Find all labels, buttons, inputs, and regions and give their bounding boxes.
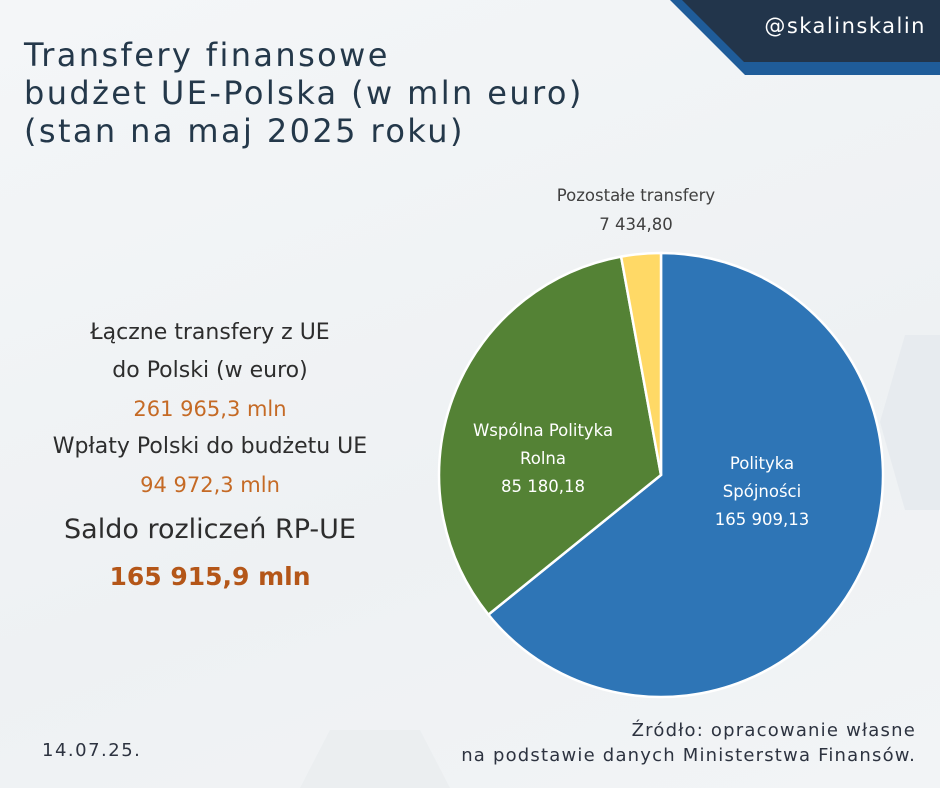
slice-wspolna-polityka-rolna-label: Wspólna Polityka Rolna 85 180,18 bbox=[473, 421, 613, 496]
slice-pozostale-transfery-label: Pozostałe transfery 7 434,80 bbox=[557, 186, 716, 234]
balance-value: 165 915,9 mln bbox=[109, 562, 311, 591]
source-line-2: na podstawie danych Ministerstwa Finansó… bbox=[461, 745, 916, 766]
title-line-2: budżet UE-Polska (w mln euro) bbox=[24, 74, 584, 112]
slice-name-label: Spójności bbox=[723, 482, 801, 501]
slice-name-label: Pozostałe transfery bbox=[557, 186, 716, 205]
slice-value-label: 7 434,80 bbox=[599, 215, 672, 234]
balance-label: Saldo rozliczeń RP-UE bbox=[64, 514, 356, 545]
title-line-1: Transfery finansowe bbox=[24, 36, 390, 74]
source-line-1: Źródło: opracowanie własne bbox=[631, 720, 916, 741]
source-note: Źródło: opracowanie własne na podstawie … bbox=[461, 718, 916, 768]
transfers-label-line-1: Łączne transfery z UE bbox=[90, 320, 330, 345]
corner-banner bbox=[670, 0, 940, 75]
slice-name-label: Wspólna Polityka bbox=[473, 421, 613, 440]
summary-panel: Łączne transfery z UE do Polski (w euro)… bbox=[18, 314, 402, 600]
transfers-label-line-2: do Polski (w euro) bbox=[112, 358, 308, 383]
slice-value-label: 85 180,18 bbox=[501, 477, 585, 496]
slice-wspolna-polityka-rolna bbox=[437, 255, 663, 617]
payments-label: Wpłaty Polski do budżetu UE bbox=[52, 434, 368, 459]
author-handle: @skalinskalin bbox=[764, 14, 926, 38]
title-line-3: (stan na maj 2025 roku) bbox=[24, 112, 465, 150]
payments-value: 94 972,3 mln bbox=[140, 473, 280, 497]
publication-date: 14.07.25. bbox=[42, 740, 142, 761]
slice-value-label: 165 909,13 bbox=[715, 510, 809, 529]
slice-name-label: Polityka bbox=[730, 454, 794, 473]
page-title: Transfery finansowe budżet UE-Polska (w … bbox=[24, 36, 584, 150]
slice-polityka-spojnosci bbox=[486, 251, 885, 699]
slice-polityka-spojnosci-label: Polityka Spójności 165 909,13 bbox=[715, 454, 809, 529]
transfers-value: 261 965,3 mln bbox=[133, 397, 287, 421]
slice-pozostale-transfery bbox=[619, 251, 663, 476]
slice-name-label: Rolna bbox=[520, 449, 566, 468]
